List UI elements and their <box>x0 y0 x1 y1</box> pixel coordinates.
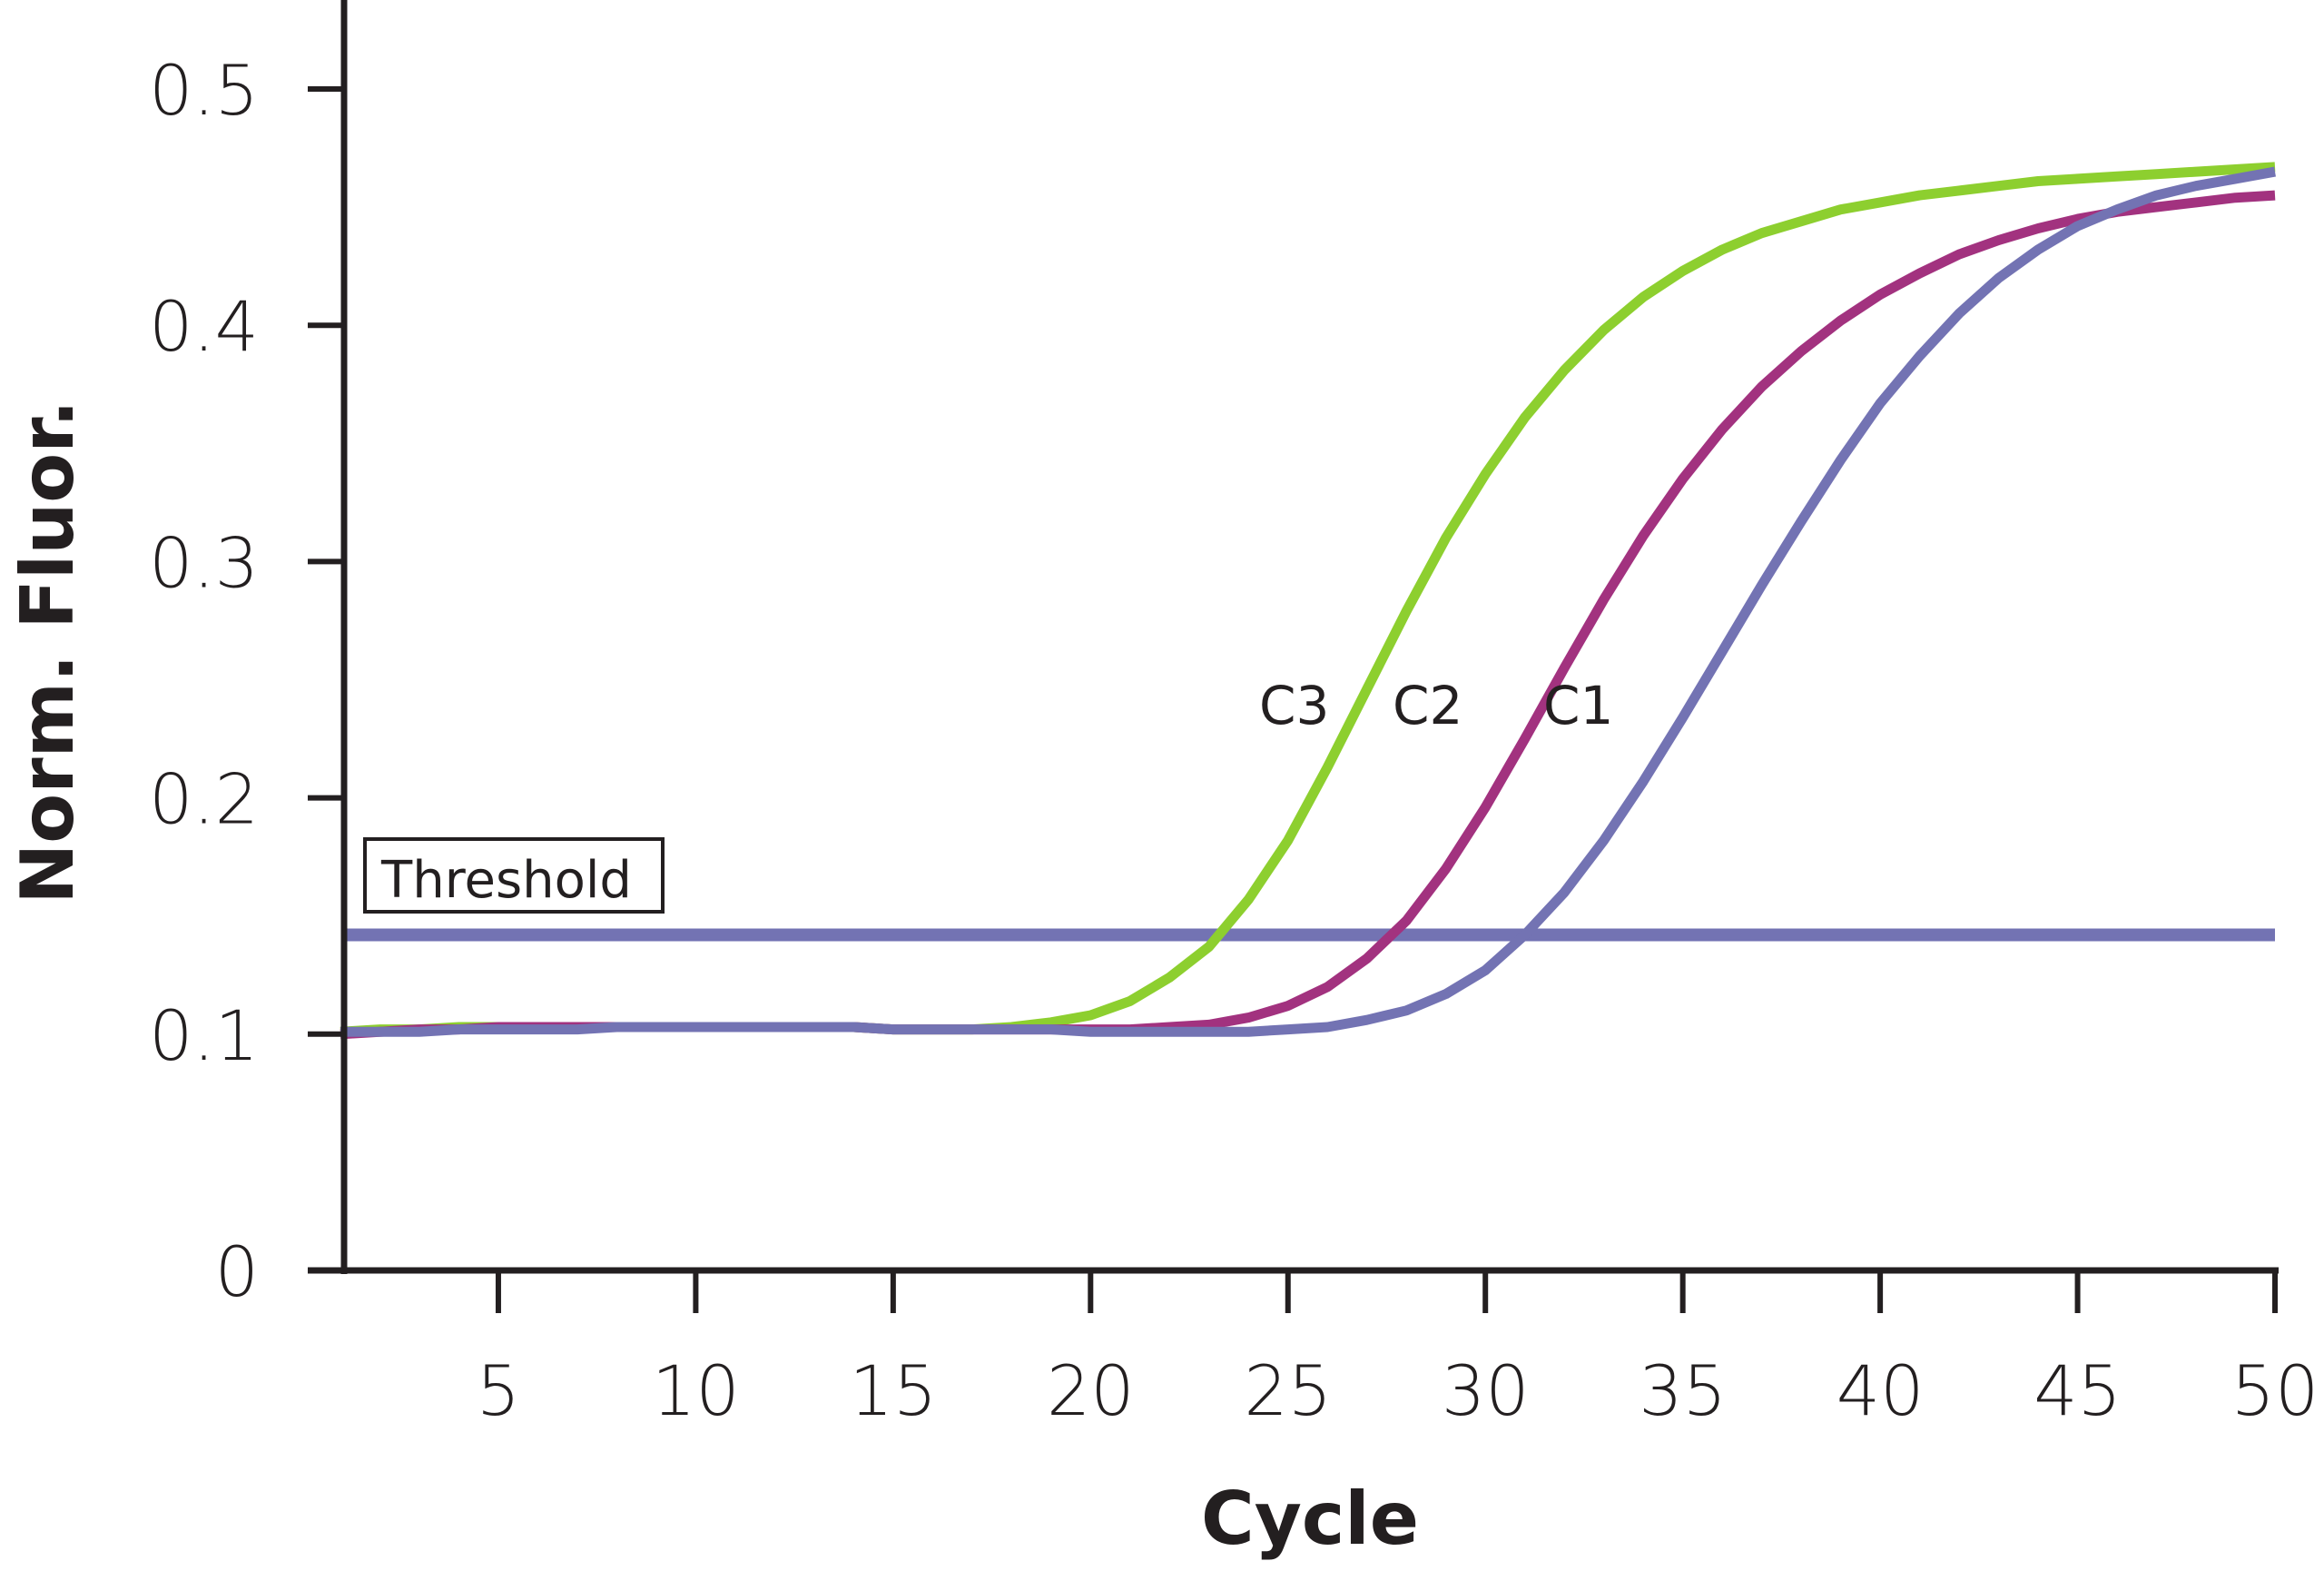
y-tick-label: 0.5 <box>149 50 259 131</box>
x-ticks: 5 10 15 20 25 30 35 40 45 50 <box>477 1270 2319 1431</box>
curve-label-c1: C1 <box>1543 675 1613 736</box>
x-tick-label: 5 <box>477 1350 520 1431</box>
x-tick-label: 50 <box>2231 1350 2319 1431</box>
y-tick-label: 0.1 <box>149 995 259 1076</box>
y-tick-label: 0.2 <box>149 759 259 840</box>
x-tick-label: 20 <box>1047 1350 1135 1431</box>
x-tick-label: 15 <box>850 1350 938 1431</box>
x-tick-label: 10 <box>652 1350 740 1431</box>
x-tick-label: 40 <box>1837 1350 1925 1431</box>
x-tick-label: 30 <box>1442 1350 1530 1431</box>
y-axis-title: Norm. Fluor. <box>5 400 90 904</box>
x-tick-label: 45 <box>2034 1350 2122 1431</box>
y-tick-label: 0 <box>215 1231 259 1312</box>
x-tick-label: 35 <box>1639 1350 1727 1431</box>
series-group <box>340 162 2276 1040</box>
y-ticks: 0 0.1 0.2 0.3 0.4 0.5 <box>149 50 344 1312</box>
threshold-label: Threshold <box>380 851 632 910</box>
series-line-c1 <box>340 166 2276 1037</box>
curve-label-c3: C3 <box>1259 675 1329 736</box>
curve-label-c2: C2 <box>1393 675 1462 736</box>
y-tick-label: 0.3 <box>149 522 259 603</box>
curve-labels: C3 C2 C1 <box>1259 675 1613 736</box>
y-tick-label: 0.4 <box>149 286 259 367</box>
threshold-label-box <box>363 837 665 914</box>
axes <box>308 0 2279 1274</box>
threshold-group: Threshold <box>344 837 2275 942</box>
x-axis-title: Cycle <box>1201 1477 1419 1561</box>
x-tick-label: 25 <box>1244 1350 1332 1431</box>
